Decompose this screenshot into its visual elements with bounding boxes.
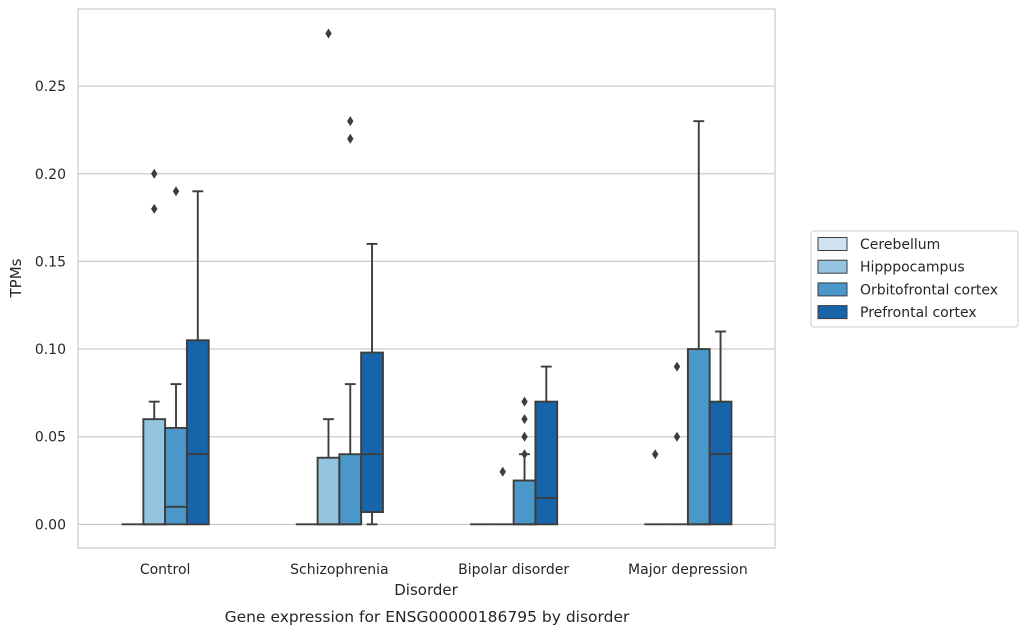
box-hipppocampus bbox=[142, 168, 167, 526]
legend-label: Prefrontal cortex bbox=[860, 305, 977, 321]
outlier-point bbox=[673, 361, 681, 372]
figure-caption: Gene expression for ENSG00000186795 by d… bbox=[225, 608, 630, 626]
legend: Cerebellum Hipppocampus Orbitofrontal cort… bbox=[810, 230, 1019, 328]
outlier-point bbox=[172, 186, 180, 197]
outlier-point bbox=[521, 431, 528, 442]
y-tick-label: 0.00 bbox=[35, 517, 66, 533]
outlier-point bbox=[347, 133, 354, 144]
legend-swatch bbox=[817, 259, 848, 274]
x-tick-label: Control bbox=[140, 562, 191, 578]
box-prefrontal-cortex bbox=[534, 365, 559, 526]
legend-label: Orbitofrontal cortex bbox=[860, 282, 998, 298]
outlier-point bbox=[151, 168, 158, 179]
y-tick-label: 0.10 bbox=[35, 342, 66, 358]
outlier-point bbox=[499, 466, 506, 477]
y-tick-label: 0.20 bbox=[35, 167, 66, 183]
legend-label: Hipppocampus bbox=[860, 260, 965, 276]
x-tick-labels: Control Schizophrenia Bipolar disorder Majo… bbox=[140, 562, 748, 578]
legend-swatch bbox=[817, 305, 848, 320]
legend-swatch bbox=[817, 282, 848, 297]
box-body bbox=[360, 351, 384, 514]
legend-swatch bbox=[817, 237, 848, 251]
x-tick-label: Major depression bbox=[628, 562, 748, 578]
outlier-point bbox=[151, 203, 158, 214]
y-axis-label: TPMs bbox=[7, 258, 25, 298]
legend-frame bbox=[810, 230, 1019, 328]
box-body bbox=[708, 400, 733, 526]
y-tick-label: 0.05 bbox=[35, 430, 66, 446]
y-tick-labels: 0.00 0.05 0.10 0.15 0.20 0.25 bbox=[35, 79, 66, 533]
y-tick-label: 0.15 bbox=[35, 254, 66, 270]
x-axis-label: Disorder bbox=[394, 581, 458, 599]
outlier-point bbox=[325, 28, 332, 39]
x-tick-label: Schizophrenia bbox=[290, 562, 388, 578]
box-orbitofrontal-cortex bbox=[164, 186, 188, 526]
box-body bbox=[142, 418, 167, 526]
box-hipppocampus bbox=[316, 28, 341, 526]
box-body bbox=[338, 453, 363, 526]
box-hipppocampus bbox=[491, 466, 514, 526]
box-hipppocampus bbox=[666, 361, 688, 526]
box-prefrontal-cortex bbox=[708, 330, 733, 526]
box-prefrontal-cortex bbox=[360, 242, 384, 526]
box-orbitofrontal-cortex bbox=[338, 116, 363, 526]
outlier-point bbox=[521, 414, 528, 425]
box-prefrontal-cortex bbox=[185, 190, 210, 526]
box-body bbox=[164, 426, 188, 526]
outlier-point bbox=[347, 116, 354, 127]
outlier-point bbox=[521, 449, 528, 460]
box-body bbox=[316, 456, 341, 526]
boxes bbox=[121, 28, 733, 526]
outlier-point bbox=[652, 449, 659, 460]
outlier-point bbox=[673, 431, 681, 442]
y-tick-label: 0.25 bbox=[35, 79, 66, 95]
box-body bbox=[686, 348, 711, 526]
outlier-point bbox=[521, 396, 528, 407]
box-cerebellum bbox=[644, 449, 667, 526]
box-body bbox=[512, 479, 537, 526]
box-body bbox=[534, 400, 559, 526]
x-tick-label: Bipolar disorder bbox=[458, 562, 569, 578]
box-body bbox=[185, 339, 210, 526]
legend-label: Cerebellum bbox=[860, 237, 940, 253]
